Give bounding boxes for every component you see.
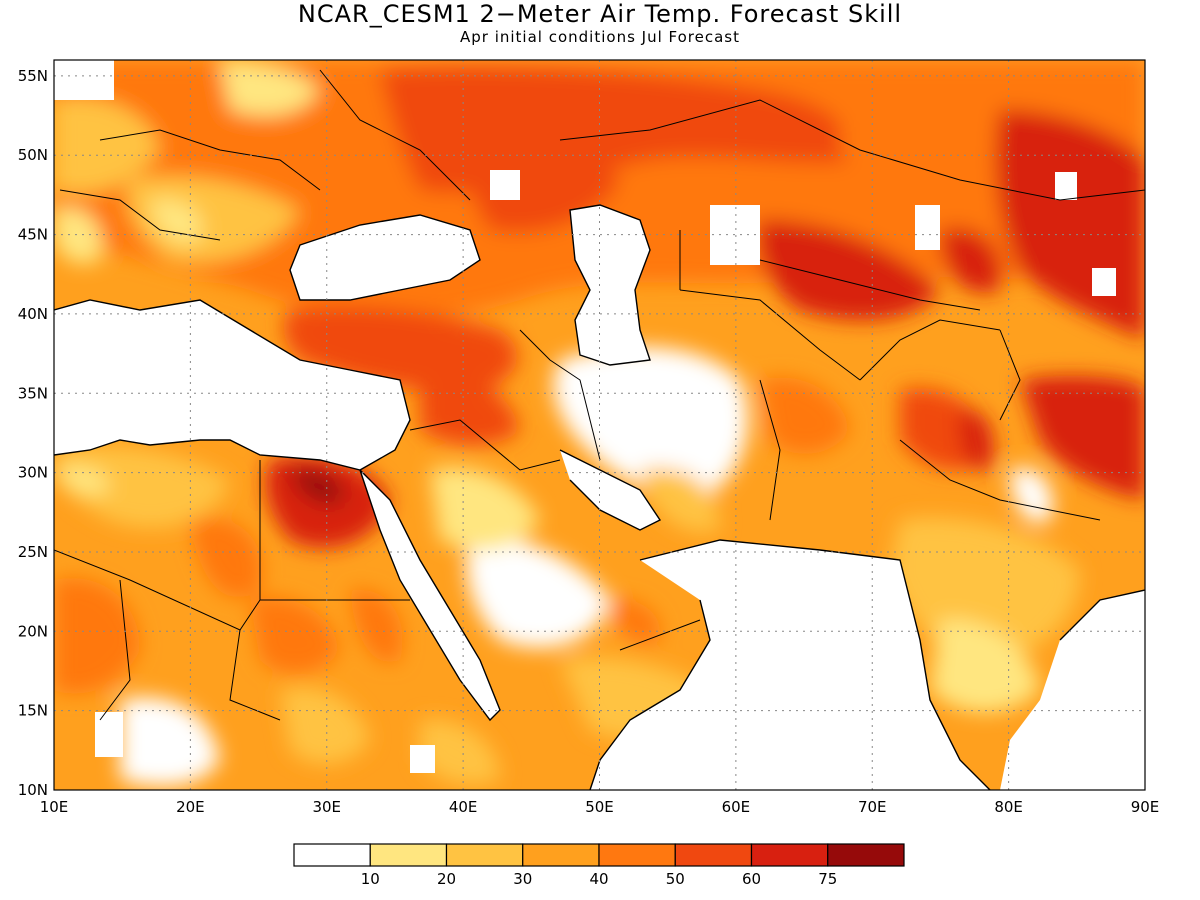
lon-tick-label: 10E — [40, 798, 69, 816]
black-sea — [290, 215, 480, 300]
lon-tick-label: 30E — [312, 798, 341, 816]
latitude-ticks: 10N 15N 20N 25N 30N 35N 40N 45N 50N 55N — [18, 67, 48, 799]
legend-label: 75 — [818, 870, 837, 888]
legend-swatch — [293, 843, 371, 867]
colorbar-legend: 10 20 30 40 50 60 75 — [293, 843, 905, 888]
lat-tick-label: 15N — [18, 702, 48, 720]
lon-tick-label: 60E — [722, 798, 751, 816]
map-title: NCAR_CESM1 2−Meter Air Temp. Forecast Sk… — [297, 0, 903, 28]
legend-swatch — [674, 843, 753, 867]
legend-label: 40 — [589, 870, 608, 888]
lat-tick-label: 20N — [18, 622, 48, 640]
lat-tick-label: 25N — [18, 543, 48, 561]
legend-swatch — [598, 843, 676, 867]
caspian-sea — [570, 205, 650, 365]
legend-swatch — [445, 843, 524, 867]
mediterranean-sea — [54, 300, 410, 470]
lon-tick-label: 80E — [994, 798, 1023, 816]
lat-tick-label: 55N — [18, 67, 48, 85]
legend-swatch — [522, 843, 600, 867]
legend-label: 20 — [437, 870, 456, 888]
lon-tick-label: 90E — [1131, 798, 1160, 816]
lat-tick-label: 30N — [18, 464, 48, 482]
lat-tick-label: 50N — [18, 146, 48, 164]
bay-of-bengal — [1000, 590, 1145, 790]
legend-swatch — [750, 843, 829, 867]
legend-swatch — [827, 843, 905, 867]
borders — [54, 69, 1145, 721]
map-frame — [53, 59, 1146, 791]
gridlines — [54, 60, 1145, 790]
longitude-ticks: 10E 20E 30E 40E 50E 60E 70E 80E 90E — [40, 798, 1160, 816]
arabian-sea — [590, 540, 990, 790]
legend-label: 50 — [666, 870, 685, 888]
persian-gulf — [560, 450, 660, 530]
lon-tick-label: 20E — [176, 798, 205, 816]
red-sea — [360, 470, 500, 720]
lon-tick-label: 70E — [858, 798, 887, 816]
map-subtitle: Apr initial conditions Jul Forecast — [459, 28, 740, 46]
legend-label: 10 — [361, 870, 380, 888]
lat-tick-label: 10N — [18, 781, 48, 799]
legend-swatch — [369, 843, 448, 867]
lat-tick-label: 40N — [18, 305, 48, 323]
lat-tick-label: 35N — [18, 384, 48, 402]
lat-tick-label: 45N — [18, 226, 48, 244]
lon-tick-label: 40E — [449, 798, 478, 816]
lon-tick-label: 50E — [585, 798, 614, 816]
legend-label: 30 — [513, 870, 532, 888]
legend-label: 60 — [742, 870, 761, 888]
